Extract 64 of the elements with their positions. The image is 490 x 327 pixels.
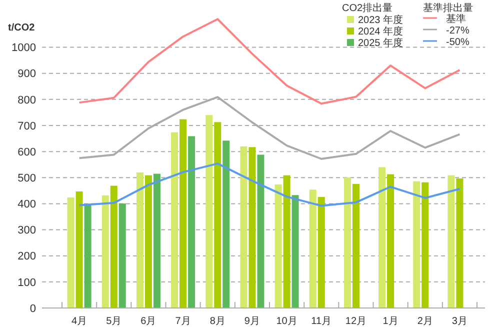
x-tick-label: 7月 (175, 316, 191, 327)
x-tick-label: 10月 (276, 316, 298, 327)
bar (188, 136, 196, 308)
bar (352, 184, 360, 308)
x-tick-label: 5月 (106, 316, 122, 327)
bar (309, 190, 316, 308)
legend-label: -50% (446, 37, 470, 48)
bar (413, 181, 420, 308)
y-tick-label: 400 (18, 198, 36, 211)
bar (110, 186, 118, 308)
y-tick-label: 200 (18, 250, 36, 263)
x-tick-label: 9月 (244, 316, 260, 327)
bar (283, 175, 290, 308)
y-tick-label: 0 (30, 302, 36, 315)
legend-label: -27% (446, 26, 470, 36)
x-tick-label: 1月 (382, 316, 398, 327)
bar (84, 204, 92, 308)
bar (292, 195, 299, 308)
bar (102, 195, 109, 308)
legend-label: 2025 年度 (358, 37, 404, 49)
y-tick-label: 600 (18, 146, 36, 158)
legend-label: 2023 年度 (358, 14, 404, 26)
x-tick-label: 4月 (72, 316, 88, 327)
bar (378, 167, 386, 308)
text: 基準排出量 (423, 2, 473, 14)
bar (206, 115, 213, 308)
y-tick-label: 900 (18, 68, 36, 80)
bar (318, 196, 325, 308)
x-tick-label: 8月 (210, 316, 226, 327)
legend-label: 基準 (446, 13, 466, 25)
x-tick-label: 2月 (417, 316, 433, 327)
bar (344, 177, 351, 308)
bar (240, 146, 248, 308)
y-tick-label: 100 (18, 276, 36, 289)
bar (171, 132, 178, 308)
y-tick-label: 300 (18, 224, 36, 237)
x-tick-label: 6月 (140, 316, 156, 327)
bar (76, 191, 83, 308)
x-tick-label: 11月 (311, 316, 332, 327)
bar (214, 122, 222, 308)
bar (274, 184, 282, 308)
bar (67, 197, 74, 308)
bar (153, 174, 160, 308)
bar (387, 174, 394, 308)
legend-title: CO2排出量 (342, 2, 393, 14)
x-tick-label: 12月 (345, 316, 367, 327)
y-tick-label: 800 (18, 94, 36, 106)
y-axis-title: t/CO2 (8, 22, 36, 34)
bar (448, 175, 455, 308)
bar (422, 182, 429, 308)
y-tick-label: 1000 (12, 42, 36, 54)
bar (118, 203, 126, 308)
y-tick-label: 700 (18, 120, 36, 132)
bar (248, 147, 256, 308)
bar (180, 119, 187, 308)
bar (456, 178, 464, 308)
bar (222, 140, 230, 308)
legend-label: 2024 年度 (358, 26, 404, 38)
x-tick-label: 3月 (452, 316, 468, 327)
bar (144, 175, 152, 308)
line-series (78, 162, 461, 207)
bar (257, 154, 264, 308)
y-tick-label: 500 (18, 172, 36, 184)
bar (136, 172, 144, 308)
